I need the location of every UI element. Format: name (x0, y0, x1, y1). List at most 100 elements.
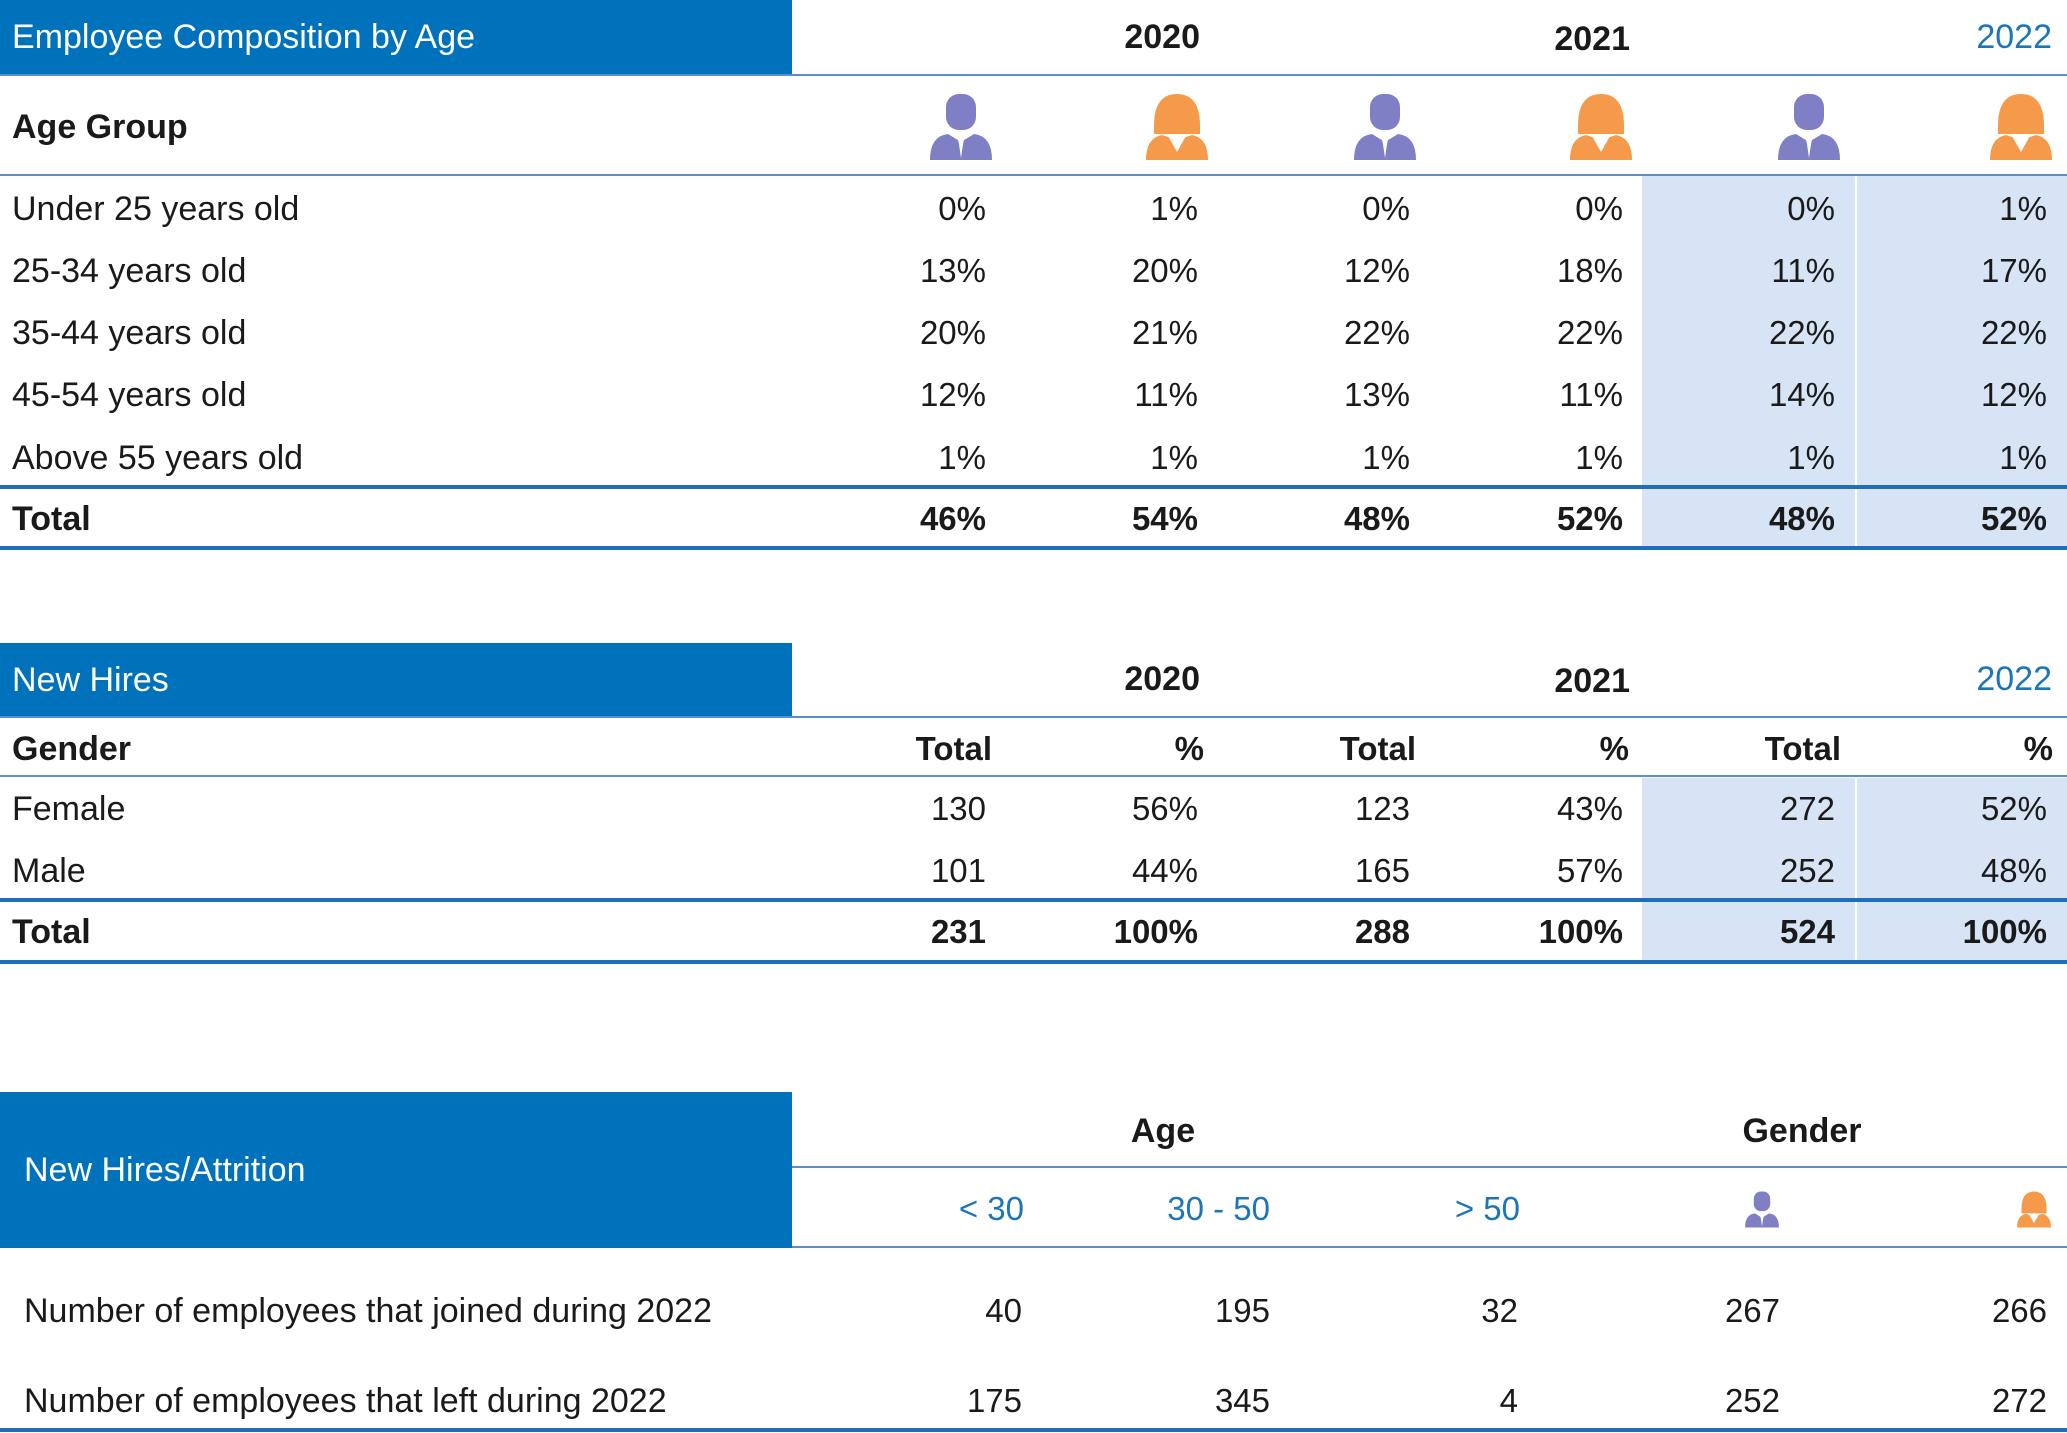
total-divider (0, 898, 2067, 902)
cell-value: 11% (1134, 376, 1198, 413)
cell-value: 22% (1556, 314, 1623, 351)
cell-value: 22% (1343, 314, 1410, 351)
cell-value: 21% (1131, 314, 1198, 351)
col-header: % (2023, 730, 2053, 767)
cell-value: 52% (1980, 790, 2047, 827)
cell-value: 13% (1343, 376, 1410, 413)
section-title-banner: New Hires/Attrition (0, 1092, 792, 1248)
cell-value: 1% (1575, 439, 1623, 476)
cell-value: 14% (1768, 376, 1835, 413)
col-header: Total (915, 730, 992, 767)
cell-value: 52% (1980, 500, 2047, 537)
year-header-2022: 2022 (1976, 660, 2052, 698)
year-header-2020: 2020 (1124, 18, 1200, 56)
divider (0, 775, 2067, 777)
row-label: Above 55 years old (12, 439, 304, 477)
cell-value: 524 (1779, 913, 1835, 950)
section-title: New Hires (12, 660, 169, 699)
age-col-30-50: 30 - 50 (1167, 1190, 1270, 1227)
cell-value: 130 (930, 790, 986, 827)
total-divider (0, 485, 2067, 489)
row-label: Male (12, 852, 86, 890)
year-header-2020: 2020 (1124, 660, 1200, 698)
age-col-over-50: > 50 (1454, 1190, 1520, 1227)
highlight-2022 (1642, 778, 2067, 962)
cell-value: 1% (1150, 190, 1198, 227)
gender-group-header: Gender (1742, 1112, 1862, 1150)
cell-value: 48% (1343, 500, 1410, 537)
cell-value: 12% (1980, 376, 2047, 413)
cell-value: 100% (1538, 913, 1623, 950)
cell-value: 12% (1343, 252, 1410, 289)
col-header: Total (1764, 730, 1841, 767)
row-label: 45-54 years old (12, 376, 247, 414)
col-header: % (1599, 730, 1629, 767)
cell-value: 22% (1980, 314, 2047, 351)
row-label: 35-44 years old (12, 314, 247, 352)
male-icon (1354, 94, 1416, 160)
age-group-label: Age Group (12, 108, 188, 146)
cell-value: 345 (1214, 1382, 1270, 1419)
column-separator (1855, 176, 1857, 548)
male-icon (1778, 94, 1840, 160)
cell-value: 48% (1980, 852, 2047, 889)
divider (0, 74, 2067, 76)
total-label: Total (12, 500, 91, 538)
cell-value: 123 (1354, 790, 1410, 827)
female-icon (2017, 1191, 2051, 1228)
row-label: 25-34 years old (12, 252, 247, 290)
cell-value: 11% (1559, 376, 1623, 413)
cell-value: 1% (1787, 439, 1835, 476)
divider (0, 716, 2067, 718)
cell-value: 1% (1999, 439, 2047, 476)
bottom-divider (0, 1428, 2067, 1432)
cell-value: 252 (1724, 1382, 1780, 1419)
male-icon (1745, 1191, 1779, 1228)
cell-value: 11% (1771, 252, 1835, 289)
cell-value: 54% (1131, 500, 1198, 537)
female-icon (1990, 94, 2052, 160)
column-separator (1855, 778, 1857, 962)
bottom-divider (0, 546, 2067, 550)
row-label: Female (12, 790, 126, 828)
cell-value: 100% (1962, 913, 2047, 950)
female-icon (1570, 94, 1632, 160)
year-header-2021: 2021 (1554, 20, 1630, 58)
section-title-banner: Employee Composition by Age (0, 0, 792, 74)
cell-value: 272 (1779, 790, 1835, 827)
cell-value: 13% (919, 252, 986, 289)
cell-value: 175 (966, 1382, 1022, 1419)
cell-value: 22% (1768, 314, 1835, 351)
cell-value: 0% (938, 190, 986, 227)
year-header-2021: 2021 (1554, 662, 1630, 700)
cell-value: 44% (1131, 852, 1198, 889)
total-label: Total (12, 913, 91, 951)
cell-value: 288 (1354, 913, 1410, 950)
section-title: New Hires/Attrition (24, 1150, 306, 1189)
divider (792, 1246, 2067, 1248)
cell-value: 20% (919, 314, 986, 351)
col-header: Total (1339, 730, 1416, 767)
male-icon (930, 94, 992, 160)
cell-value: 46% (919, 500, 986, 537)
cell-value: 267 (1724, 1292, 1780, 1329)
cell-value: 272 (1991, 1382, 2047, 1419)
cell-value: 40 (985, 1292, 1022, 1329)
cell-value: 231 (930, 913, 986, 950)
female-icon (1146, 94, 1208, 160)
cell-value: 1% (1362, 439, 1410, 476)
cell-value: 12% (919, 376, 986, 413)
cell-value: 266 (1991, 1292, 2047, 1329)
cell-value: 43% (1556, 790, 1623, 827)
cell-value: 0% (1787, 190, 1835, 227)
cell-value: 48% (1768, 500, 1835, 537)
cell-value: 4 (1499, 1382, 1518, 1419)
divider (0, 174, 2067, 176)
cell-value: 18% (1556, 252, 1623, 289)
col-header: % (1174, 730, 1204, 767)
cell-value: 20% (1131, 252, 1198, 289)
row-label: Number of employees that joined during 2… (24, 1292, 712, 1330)
cell-value: 17% (1980, 252, 2047, 289)
row-label: Under 25 years old (12, 190, 300, 228)
cell-value: 1% (1999, 190, 2047, 227)
